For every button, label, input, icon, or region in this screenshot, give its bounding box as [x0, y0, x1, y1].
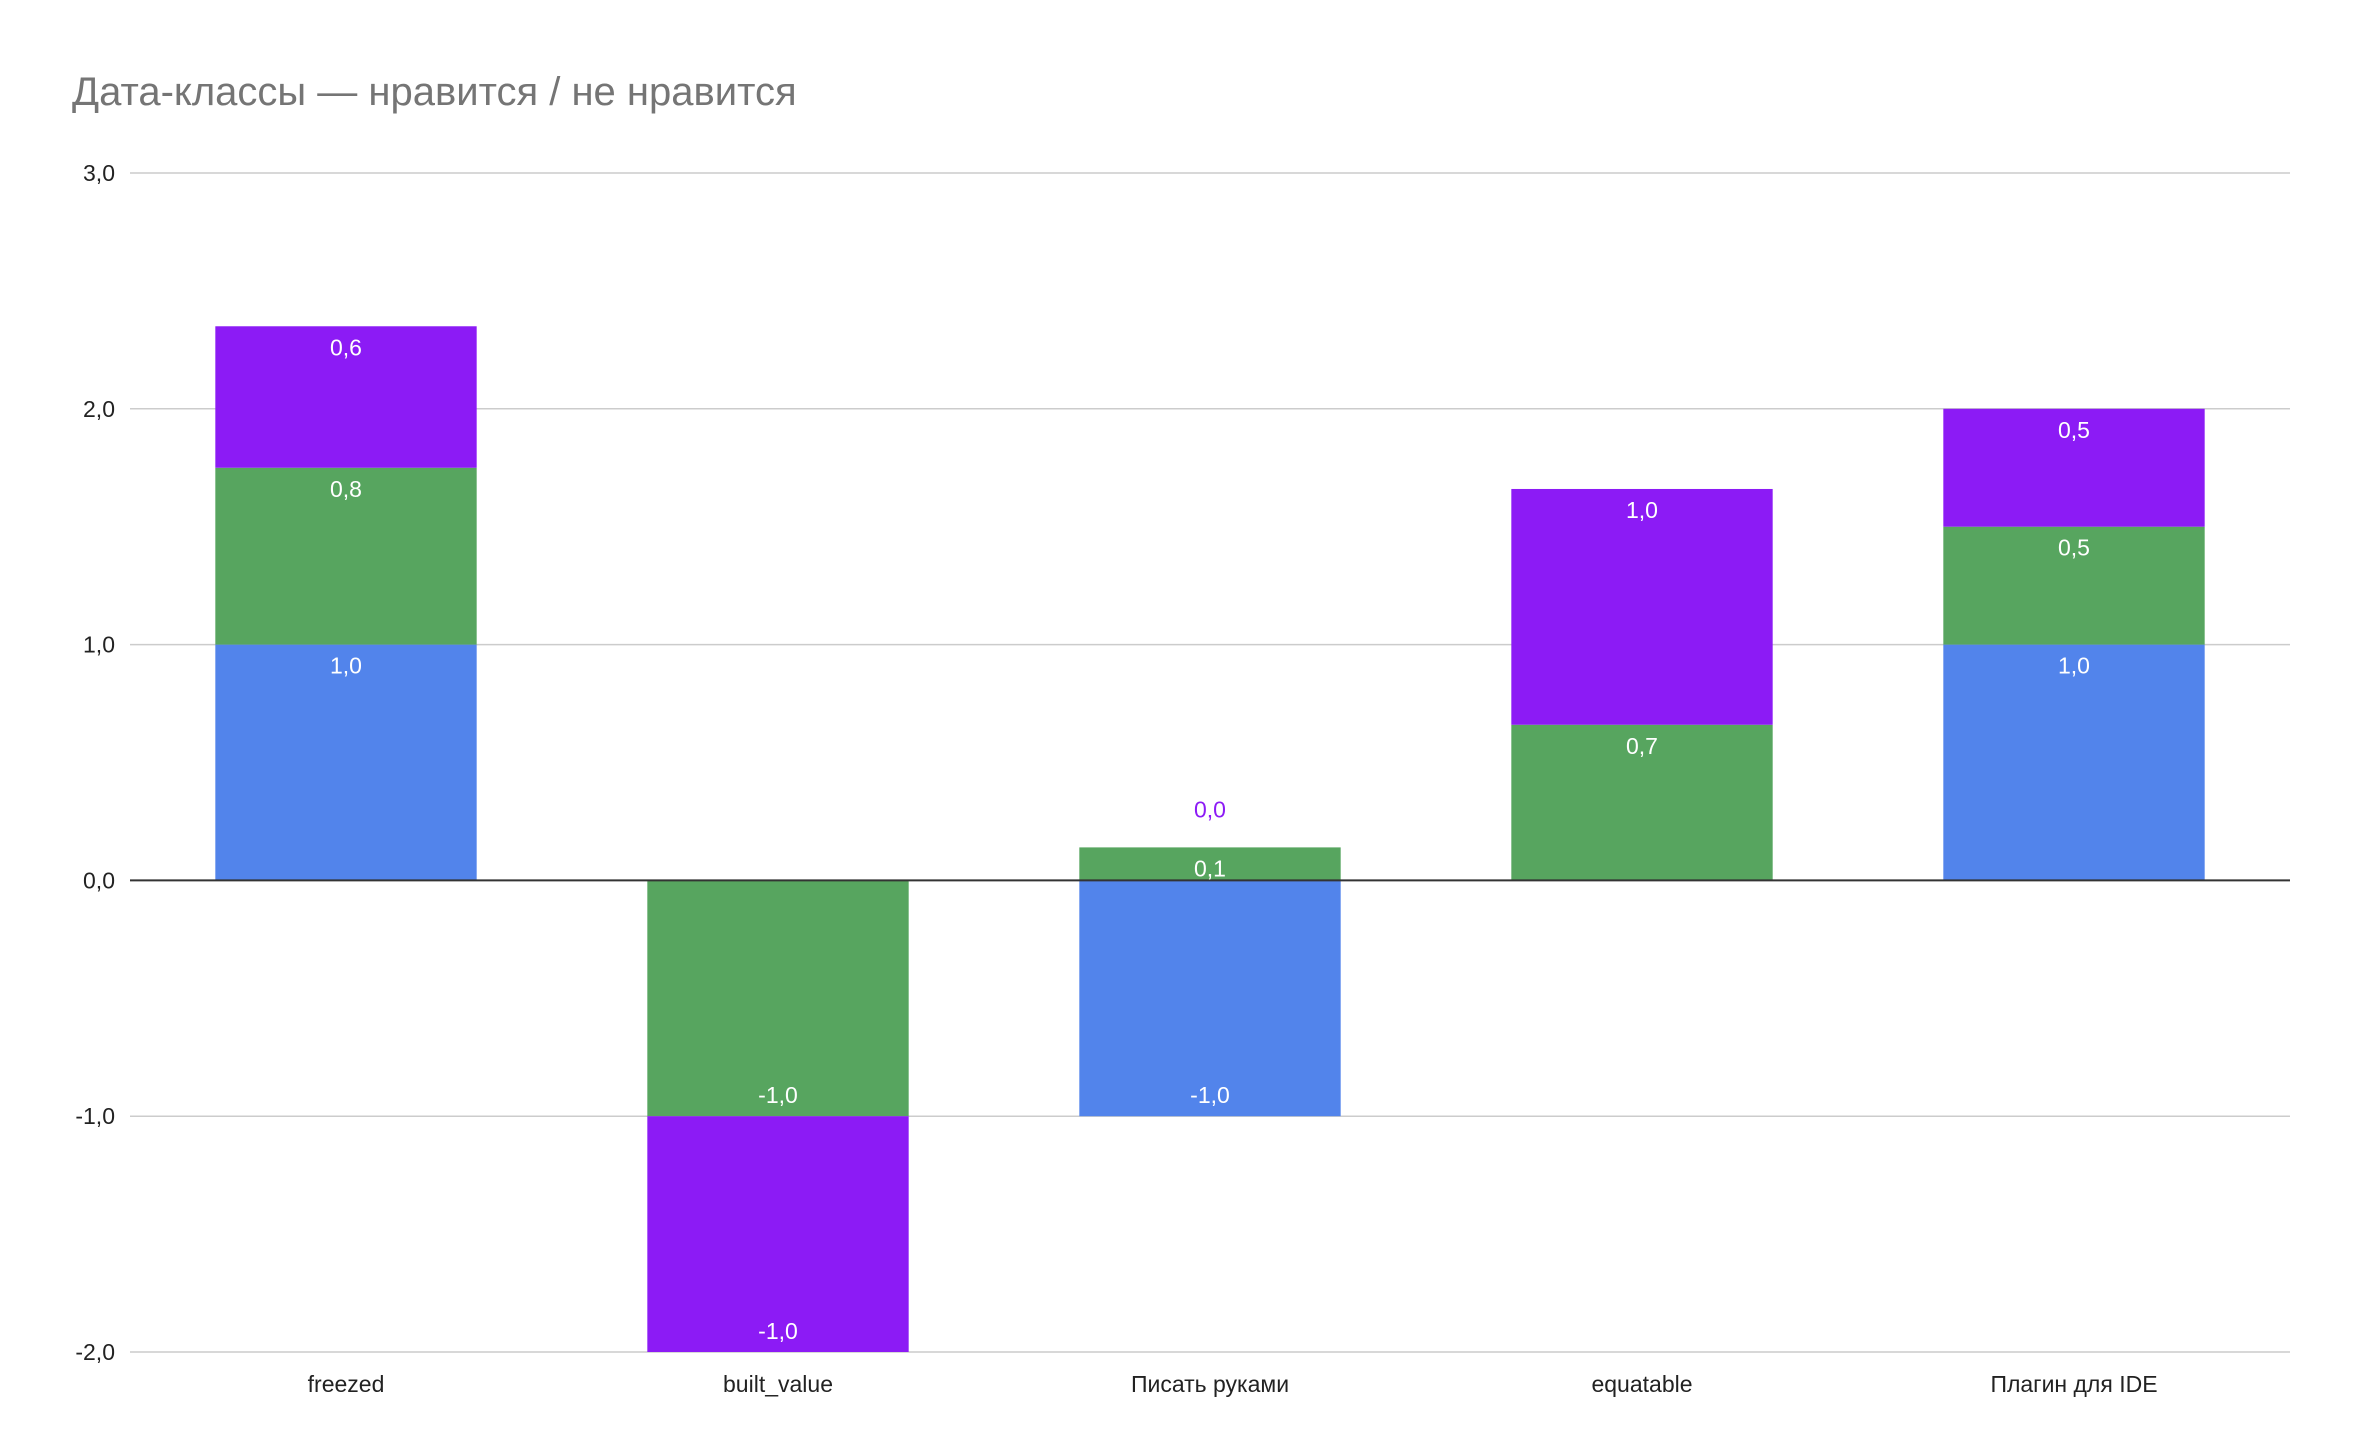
data-label: 0,5 — [2058, 417, 2090, 443]
bar-segment — [1511, 724, 1773, 881]
bar-segment — [215, 644, 477, 881]
y-tick-label: 0,0 — [83, 867, 115, 893]
data-label: 0,5 — [2058, 535, 2090, 561]
data-label: 1,0 — [330, 653, 362, 679]
x-tick-label: built_value — [723, 1371, 833, 1397]
bar-segment — [647, 1116, 909, 1352]
bar-segment — [1943, 644, 2205, 881]
y-axis: 3,0 2,0 1,0 0,0 -1,0 -2,0 — [75, 160, 115, 1365]
bar-segment — [1079, 880, 1341, 1117]
x-tick-label: Писать руками — [1131, 1371, 1289, 1397]
data-label: 1,0 — [1626, 497, 1658, 523]
y-tick-label: 3,0 — [83, 160, 115, 186]
y-tick-label: -2,0 — [75, 1339, 115, 1365]
data-label: 1,0 — [2058, 653, 2090, 679]
bar-segment — [1079, 847, 1341, 881]
data-label: 0,7 — [1626, 733, 1658, 759]
y-tick-label: -1,0 — [75, 1103, 115, 1129]
y-tick-label: 1,0 — [83, 632, 115, 658]
x-tick-label: Плагин для IDE — [1990, 1371, 2157, 1397]
data-label: -1,0 — [758, 1318, 798, 1344]
data-label: 0,0 — [1194, 796, 1226, 822]
chart-title: Дата-классы — нравится / не нравится — [72, 70, 797, 114]
data-label: -1,0 — [1190, 1082, 1230, 1108]
bar-segment — [1943, 526, 2205, 645]
data-labels-layer: 1,0 0,8 0,6 -1,0 -1,0 -1,0 0,1 0,0 0,7 1,0 1,0 0,5 0… — [330, 334, 2090, 1344]
bar-segment — [1511, 488, 1773, 725]
bars-layer — [215, 326, 2205, 1352]
bar-segment — [215, 326, 477, 468]
x-tick-label: equatable — [1591, 1371, 1692, 1397]
data-label: 0,6 — [330, 334, 362, 360]
x-axis: freezed built_value Писать руками equatable… — [308, 1371, 2158, 1397]
bar-segment — [1943, 408, 2205, 527]
data-label: 0,1 — [1194, 855, 1226, 881]
grid-layer — [130, 172, 2290, 1353]
x-tick-label: freezed — [308, 1371, 385, 1397]
y-tick-label: 2,0 — [83, 396, 115, 422]
bar-segment — [647, 880, 909, 1117]
data-label: -1,0 — [758, 1082, 798, 1108]
bar-segment — [215, 467, 477, 645]
data-label: 0,8 — [330, 476, 362, 502]
